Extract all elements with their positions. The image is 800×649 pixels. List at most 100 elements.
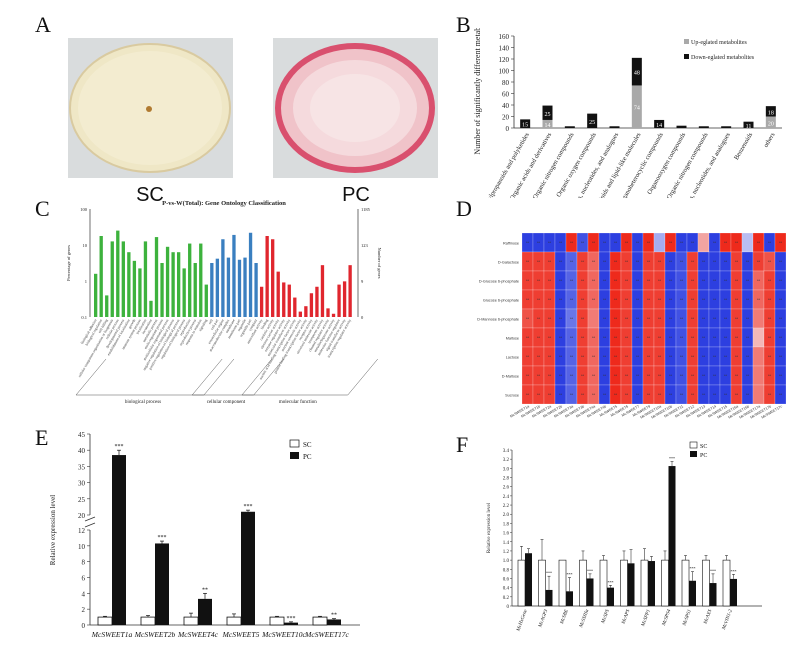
go-bar: [226, 257, 231, 317]
heatmap-sig: **: [768, 278, 772, 283]
heatmap-sig: **: [614, 392, 618, 397]
heatmap-sig: **: [581, 240, 585, 245]
bar-sc: [140, 616, 156, 626]
heatmap-sig: **: [691, 354, 695, 359]
heatmap-sig: **: [746, 354, 750, 359]
heatmap-sig: **: [779, 316, 783, 321]
heatmap-sig: **: [603, 316, 607, 321]
heatmap-sig: **: [680, 316, 684, 321]
go-bar: [254, 263, 258, 317]
go-bar: [110, 241, 114, 317]
heatmap-sig: **: [757, 259, 761, 264]
panel-label-f: F: [456, 432, 469, 457]
heatmap-row-label: Maltose: [506, 337, 519, 341]
heatmap-cell: [653, 232, 666, 253]
heatmap-sig: **: [559, 297, 563, 302]
heatmap-sig: **: [526, 278, 530, 283]
heatmap-sig: **: [669, 354, 673, 359]
y-tick-label: 3.0: [503, 467, 510, 472]
bar-down: [587, 113, 598, 128]
pc-fruit-photo: [273, 38, 438, 178]
bar-label-down: 11: [746, 124, 752, 130]
go-bar: [149, 300, 153, 317]
significance-mark: ***: [669, 456, 675, 461]
heatmap-sig: **: [526, 316, 530, 321]
legend-label-down: Down-eglated metabolites: [691, 55, 755, 61]
bar-down: [564, 126, 575, 128]
heatmap-sig: **: [614, 259, 618, 264]
heatmap-sig: **: [614, 240, 618, 245]
y-tick-label: 3.4: [503, 449, 510, 454]
heatmap-row-label: Sucrose: [505, 394, 519, 398]
heatmap-row-label: Glucose 6-phosphate: [483, 299, 519, 303]
heatmap-sig: **: [592, 240, 596, 245]
go-bar: [304, 306, 308, 317]
y-tick-label: 2.6: [503, 486, 510, 491]
heatmap-sig: **: [658, 373, 662, 378]
bar-sc: [599, 559, 608, 607]
y-tick-label-left: 100: [80, 207, 88, 212]
x-tick-label: McSWEET17c: [304, 630, 349, 639]
heatmap-sig: **: [592, 335, 596, 340]
heatmap-sig: **: [537, 316, 541, 321]
x-tick-label: McAPS: [621, 609, 631, 626]
bar-pc: [648, 561, 655, 606]
heatmap-sig: **: [559, 354, 563, 359]
go-bar: [143, 241, 148, 317]
y-axis-title: Number of significantly different metabo…: [473, 28, 482, 155]
heatmap-sig: **: [669, 392, 673, 397]
heatmap-sig: **: [746, 373, 750, 378]
bar-pc: [112, 455, 126, 625]
go-bar: [271, 239, 275, 317]
y-tick-label: 45: [78, 431, 86, 439]
heatmap-sig: **: [691, 392, 695, 397]
bar-sc: [517, 559, 526, 607]
go-term-label: cell killing: [97, 318, 108, 334]
heatmap-sig: **: [570, 316, 574, 321]
y-tick-label: 20: [502, 114, 510, 122]
significance-mark: ***: [287, 616, 296, 622]
heatmap-sig: **: [779, 259, 783, 264]
heatmap-sig: **: [592, 373, 596, 378]
heatmap-cell: [587, 308, 600, 329]
heatmap-sig: **: [768, 259, 772, 264]
go-bar: [182, 268, 186, 317]
heatmap-sig: **: [603, 373, 607, 378]
bar-sc: [538, 559, 546, 607]
heatmap-sig: **: [537, 278, 541, 283]
heatmap-sig: **: [702, 259, 706, 264]
heatmap-row-label: D-Maltose: [502, 375, 519, 379]
heatmap-sig: **: [779, 392, 783, 397]
bar-pc: [241, 511, 255, 625]
heatmap-sig: **: [647, 259, 651, 264]
heatmap-sig: **: [636, 373, 640, 378]
bar-pc: [155, 543, 169, 625]
heatmap-sig: **: [581, 392, 585, 397]
x-tick-label: McSWEET1a: [91, 630, 133, 639]
heatmap-sig: **: [724, 259, 728, 264]
heatmap-sig: **: [735, 240, 739, 245]
heatmap-sig: **: [537, 392, 541, 397]
heatmap-sig: **: [625, 240, 629, 245]
heatmap-sig: **: [757, 278, 761, 283]
go-bar: [293, 297, 297, 317]
panel-label-d: D: [456, 196, 472, 221]
heatmap-sig: **: [603, 240, 607, 245]
heatmap-sig: **: [526, 240, 530, 245]
bar-sc: [312, 616, 328, 626]
heatmap-sig: **: [724, 297, 728, 302]
heatmap-sig: **: [702, 297, 706, 302]
go-bar: [94, 273, 98, 317]
heatmap-sig: **: [636, 316, 640, 321]
heatmap-sig: **: [570, 297, 574, 302]
heatmap-sig: **: [735, 335, 739, 340]
heatmap-sig: **: [746, 392, 750, 397]
heatmap-sig: **: [669, 316, 673, 321]
y-tick-label: 35: [78, 463, 86, 471]
bar-down: [520, 119, 531, 128]
bar-down: [609, 126, 620, 128]
go-bar: [215, 258, 220, 317]
go-bar: [259, 286, 264, 317]
x-tick-label: Benzenoids: [733, 131, 754, 161]
heatmap-sig: **: [636, 335, 640, 340]
